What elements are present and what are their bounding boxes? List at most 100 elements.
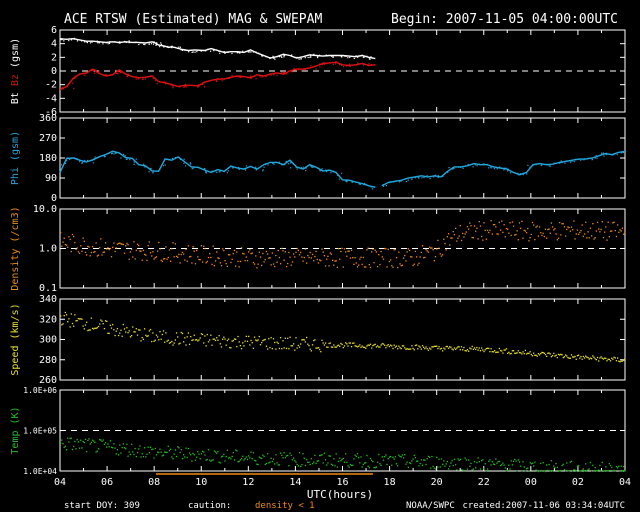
data-point — [265, 75, 267, 78]
data-point — [476, 346, 478, 349]
data-point — [370, 186, 372, 188]
data-point — [92, 70, 94, 72]
data-point — [381, 456, 383, 458]
data-point — [315, 250, 317, 253]
data-point — [64, 243, 67, 246]
data-point — [108, 248, 110, 251]
data-point — [217, 450, 219, 453]
data-point — [133, 161, 135, 163]
data-point — [350, 464, 353, 467]
data-point — [86, 254, 88, 256]
data-point — [80, 318, 82, 320]
data-point — [224, 260, 226, 262]
data-point — [560, 234, 562, 236]
data-point — [546, 464, 548, 466]
data-point — [226, 339, 229, 342]
data-point — [367, 65, 369, 67]
data-point — [260, 76, 262, 78]
data-point — [249, 249, 251, 251]
data-point — [68, 39, 70, 42]
data-point — [140, 250, 142, 252]
data-point — [387, 248, 389, 251]
data-point — [406, 348, 408, 350]
data-point — [78, 252, 81, 255]
x-tick-label: 08 — [148, 477, 160, 488]
data-point — [371, 347, 373, 349]
data-point — [580, 229, 582, 232]
data-point — [491, 351, 493, 353]
data-point — [223, 336, 225, 338]
data-point — [483, 350, 485, 353]
data-point — [159, 248, 161, 250]
data-point — [607, 221, 609, 223]
data-point — [117, 42, 119, 44]
data-point — [294, 56, 296, 58]
data-point — [179, 262, 181, 264]
data-point — [223, 249, 225, 252]
data-point — [361, 63, 363, 65]
data-point — [275, 454, 277, 456]
data-point — [99, 247, 101, 249]
data-point — [230, 458, 232, 460]
data-point — [587, 231, 589, 233]
data-point — [255, 166, 257, 168]
data-point — [342, 266, 344, 268]
data-point — [147, 335, 149, 337]
data-point — [320, 454, 322, 457]
data-point — [419, 256, 421, 258]
data-point — [307, 343, 309, 345]
data-point — [108, 152, 110, 154]
data-point — [579, 231, 581, 234]
data-point — [174, 339, 177, 341]
data-point — [109, 247, 111, 250]
data-point — [123, 447, 126, 449]
footer-density-note: density < 1 — [255, 501, 315, 511]
data-point — [346, 255, 348, 257]
data-point — [237, 335, 239, 338]
data-point — [160, 43, 163, 46]
data-point — [89, 329, 91, 331]
y-tick-label: 0.1 — [39, 283, 57, 294]
data-point — [100, 439, 102, 441]
data-point — [168, 342, 171, 344]
data-point — [536, 470, 538, 472]
data-point — [483, 222, 485, 224]
data-point — [405, 348, 407, 350]
data-point — [204, 335, 206, 337]
data-point — [586, 470, 588, 472]
data-point — [325, 169, 327, 171]
data-point — [283, 54, 286, 57]
data-point — [71, 448, 74, 451]
data-point — [404, 347, 406, 349]
data-point — [196, 50, 198, 53]
data-point — [490, 166, 492, 169]
data-point — [158, 339, 160, 341]
data-point — [569, 461, 571, 463]
data-point — [248, 251, 250, 253]
y-tick-label: 340 — [39, 294, 57, 305]
y-axis-label-part: (gsm) — [10, 131, 21, 167]
data-point — [147, 244, 149, 247]
data-point — [113, 443, 115, 445]
data-point — [291, 261, 294, 263]
data-point — [129, 336, 132, 338]
data-point — [531, 355, 534, 357]
data-point — [135, 249, 137, 252]
data-point — [184, 85, 186, 87]
data-point — [93, 328, 95, 330]
data-point — [197, 84, 199, 86]
data-point — [119, 332, 121, 334]
data-point — [397, 465, 399, 467]
data-point — [616, 467, 619, 469]
data-point — [439, 466, 441, 468]
data-point — [434, 174, 436, 176]
data-point — [193, 334, 195, 336]
data-point — [81, 162, 83, 165]
data-point — [219, 52, 221, 54]
data-point — [84, 74, 86, 76]
data-point — [238, 51, 240, 54]
data-point — [105, 42, 107, 44]
data-point — [452, 231, 454, 233]
data-point — [135, 78, 137, 80]
